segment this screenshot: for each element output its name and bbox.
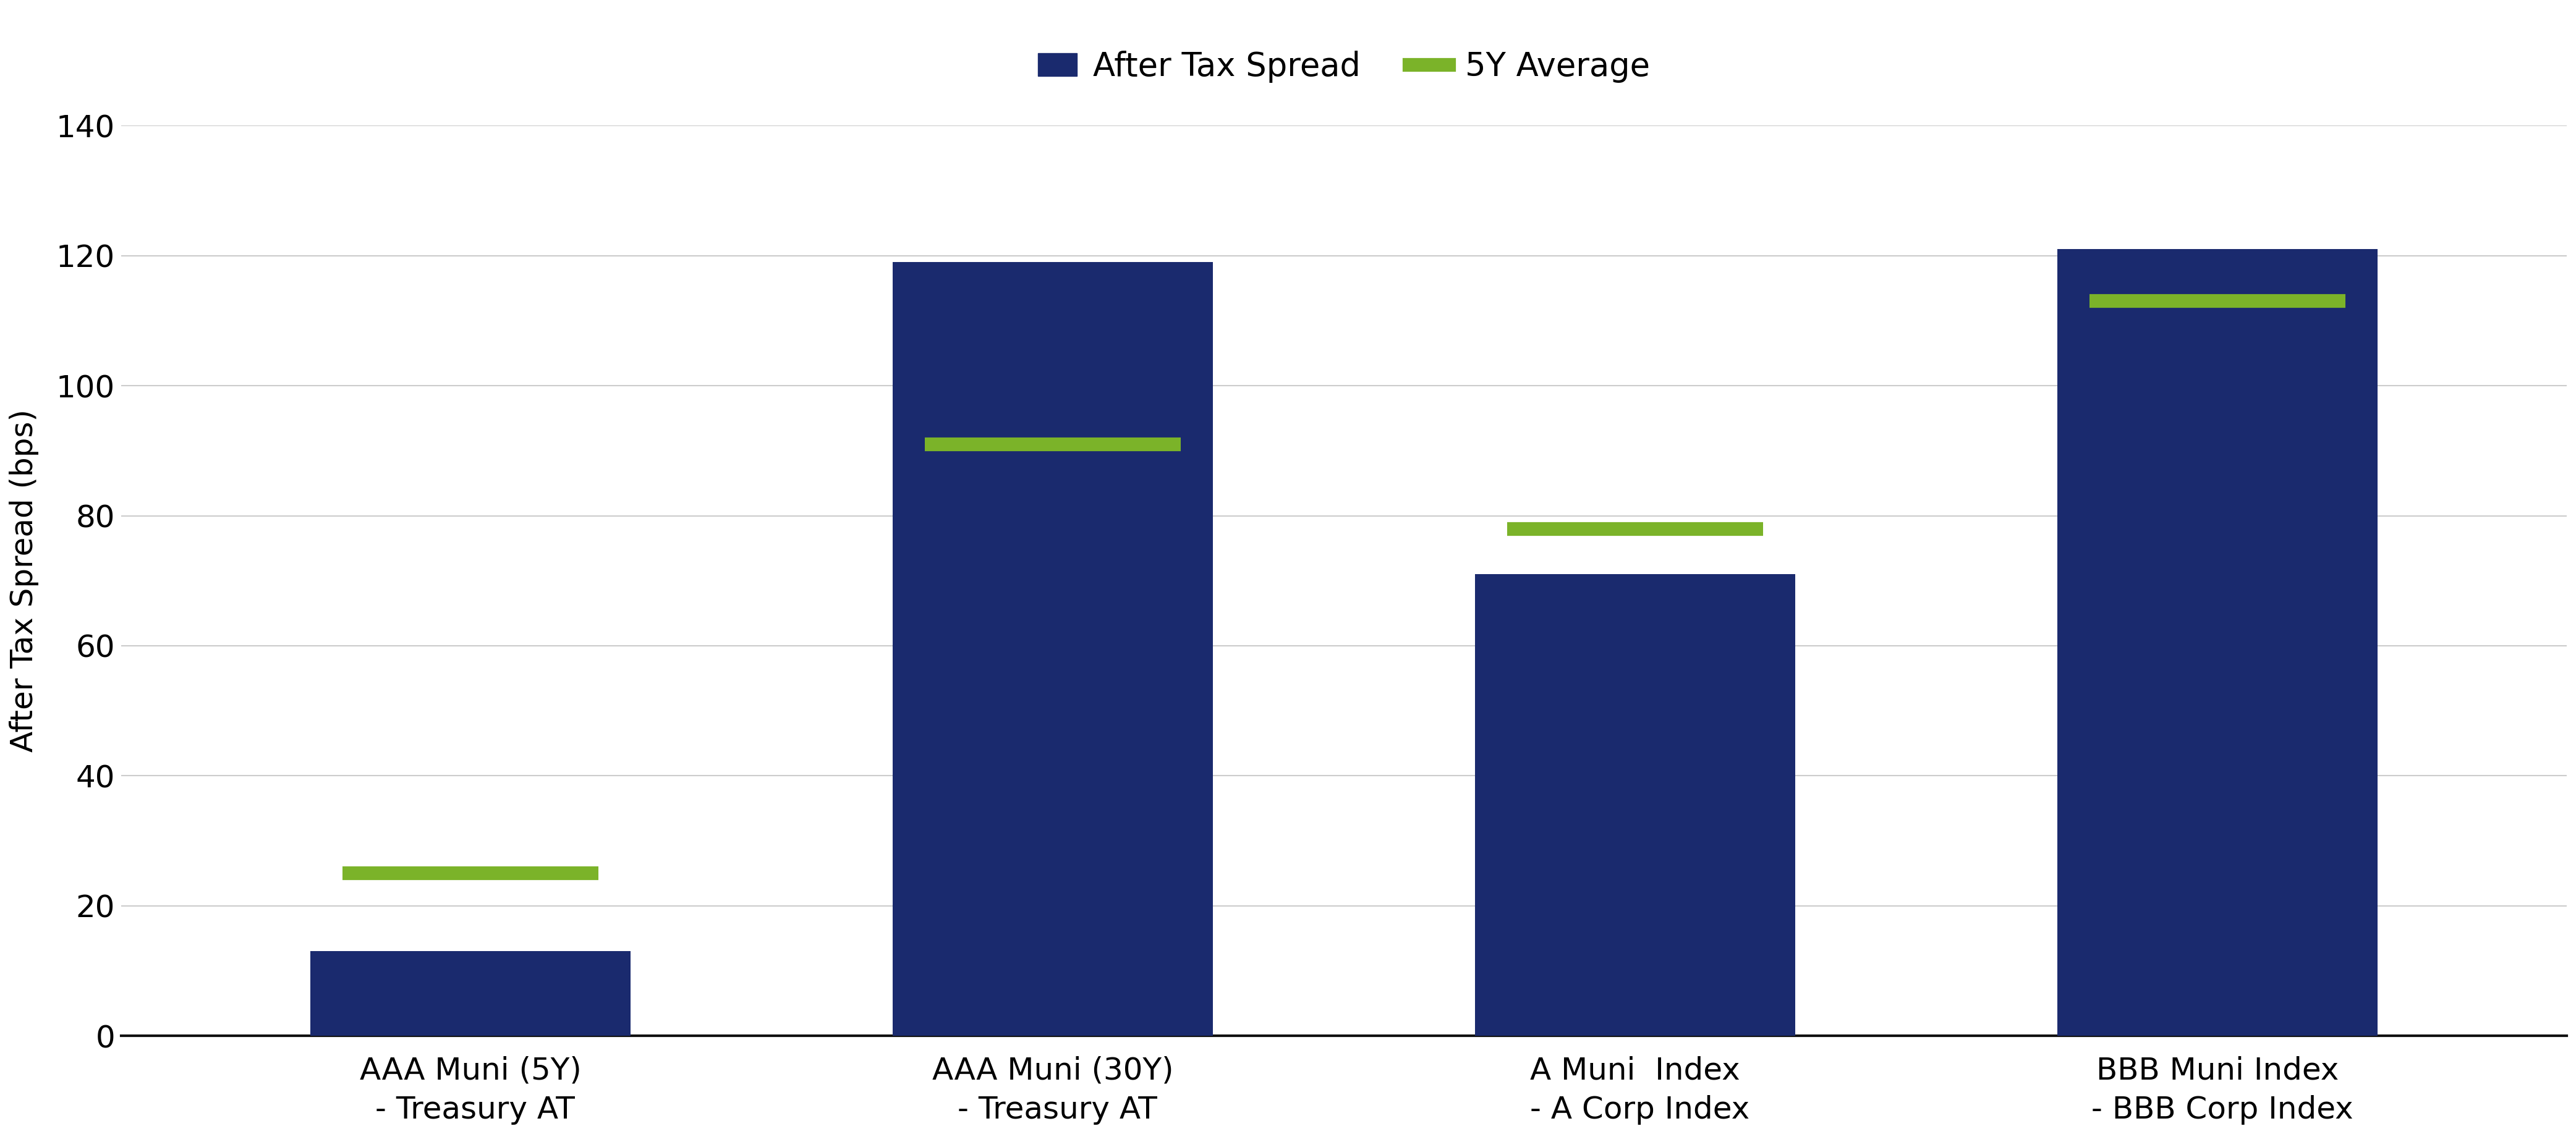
Bar: [2058, 249, 2378, 1035]
Legend: After Tax Spread, 5Y Average: After Tax Spread, 5Y Average: [1038, 51, 1651, 83]
Bar: [309, 951, 631, 1035]
Bar: [891, 262, 1213, 1035]
Y-axis label: After Tax Spread (bps): After Tax Spread (bps): [10, 409, 39, 752]
Bar: [1476, 574, 1795, 1035]
